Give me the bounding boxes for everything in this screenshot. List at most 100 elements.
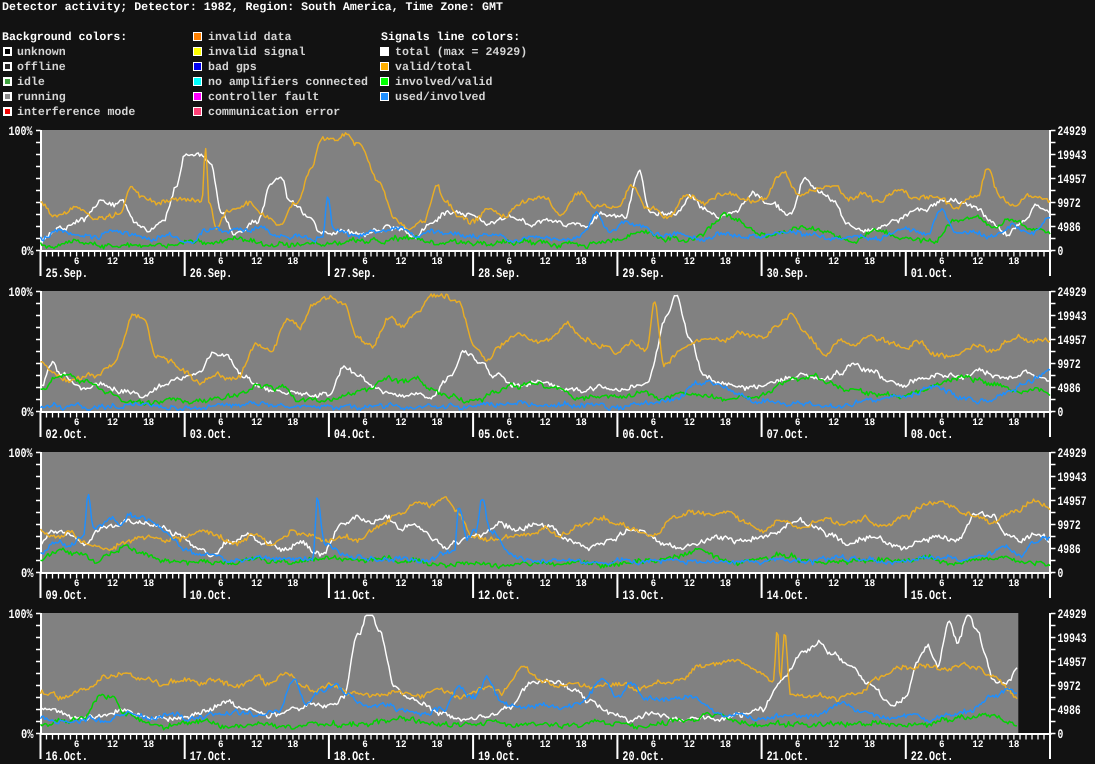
svg-text:12: 12 — [684, 740, 695, 751]
svg-text:6: 6 — [74, 740, 80, 751]
svg-text:0: 0 — [1058, 727, 1064, 742]
svg-text:12: 12 — [540, 257, 551, 268]
svg-text:18: 18 — [432, 740, 443, 751]
svg-text:18: 18 — [432, 257, 443, 268]
svg-text:18: 18 — [576, 418, 587, 429]
svg-text:12: 12 — [828, 579, 839, 590]
svg-text:20.Oct.: 20.Oct. — [622, 749, 665, 764]
svg-text:18: 18 — [1008, 257, 1019, 268]
svg-text:6: 6 — [795, 740, 801, 751]
svg-text:12: 12 — [107, 418, 118, 429]
svg-text:12: 12 — [396, 579, 407, 590]
svg-text:18: 18 — [143, 579, 154, 590]
svg-text:18: 18 — [1008, 740, 1019, 751]
svg-text:12: 12 — [972, 257, 983, 268]
svg-text:19.Oct.: 19.Oct. — [478, 749, 520, 764]
svg-text:6: 6 — [218, 740, 224, 751]
svg-text:18: 18 — [576, 740, 587, 751]
svg-text:9972: 9972 — [1058, 518, 1081, 533]
svg-text:6: 6 — [795, 579, 801, 590]
svg-text:18: 18 — [432, 579, 443, 590]
svg-text:25.Sep.: 25.Sep. — [46, 266, 89, 281]
svg-text:05.Oct.: 05.Oct. — [478, 427, 520, 442]
svg-text:4986: 4986 — [1058, 220, 1081, 235]
svg-text:04.Oct.: 04.Oct. — [334, 427, 377, 442]
svg-text:6: 6 — [795, 418, 801, 429]
svg-text:6: 6 — [362, 579, 368, 590]
svg-text:13.Oct.: 13.Oct. — [622, 588, 665, 603]
svg-text:18: 18 — [287, 418, 298, 429]
svg-text:12: 12 — [972, 740, 983, 751]
svg-text:4986: 4986 — [1058, 381, 1081, 396]
svg-text:12: 12 — [828, 257, 839, 268]
svg-text:6: 6 — [218, 257, 224, 268]
svg-text:12: 12 — [396, 418, 407, 429]
svg-text:4986: 4986 — [1058, 542, 1081, 557]
svg-text:6: 6 — [218, 579, 224, 590]
svg-text:19943: 19943 — [1058, 309, 1087, 324]
svg-text:18: 18 — [287, 579, 298, 590]
svg-text:12: 12 — [107, 579, 118, 590]
svg-text:12: 12 — [540, 579, 551, 590]
svg-text:09.Oct.: 09.Oct. — [46, 588, 89, 603]
svg-text:12: 12 — [972, 418, 983, 429]
svg-text:18: 18 — [864, 740, 875, 751]
svg-text:24929: 24929 — [1058, 124, 1087, 139]
svg-text:12: 12 — [684, 257, 695, 268]
svg-text:29.Sep.: 29.Sep. — [622, 266, 665, 281]
svg-text:26.Sep.: 26.Sep. — [190, 266, 233, 281]
svg-text:6: 6 — [939, 418, 945, 429]
svg-text:6: 6 — [651, 740, 657, 751]
svg-text:6: 6 — [362, 418, 368, 429]
svg-text:19943: 19943 — [1058, 470, 1087, 485]
svg-text:9972: 9972 — [1058, 196, 1081, 211]
svg-text:6: 6 — [939, 740, 945, 751]
svg-text:6: 6 — [74, 418, 80, 429]
svg-text:18: 18 — [864, 257, 875, 268]
svg-text:6: 6 — [506, 579, 512, 590]
svg-text:27.Sep.: 27.Sep. — [334, 266, 377, 281]
svg-text:16.Oct.: 16.Oct. — [46, 749, 89, 764]
svg-text:18.Oct.: 18.Oct. — [334, 749, 377, 764]
svg-text:100%: 100% — [9, 607, 33, 622]
svg-text:18: 18 — [720, 740, 731, 751]
svg-text:0: 0 — [1058, 566, 1064, 581]
svg-text:18: 18 — [576, 579, 587, 590]
svg-text:6: 6 — [74, 579, 80, 590]
svg-text:6: 6 — [506, 257, 512, 268]
svg-text:14.Oct.: 14.Oct. — [767, 588, 810, 603]
svg-text:08.Oct.: 08.Oct. — [911, 427, 954, 442]
svg-text:9972: 9972 — [1058, 357, 1081, 372]
svg-text:0%: 0% — [21, 244, 34, 259]
svg-text:18: 18 — [720, 418, 731, 429]
svg-text:12: 12 — [540, 740, 551, 751]
svg-text:18: 18 — [1008, 579, 1019, 590]
svg-text:07.Oct.: 07.Oct. — [767, 427, 810, 442]
svg-text:12: 12 — [828, 740, 839, 751]
svg-text:24929: 24929 — [1058, 607, 1087, 622]
svg-text:30.Sep.: 30.Sep. — [767, 266, 810, 281]
svg-text:06.Oct.: 06.Oct. — [622, 427, 665, 442]
svg-text:100%: 100% — [9, 285, 33, 300]
svg-text:6: 6 — [651, 418, 657, 429]
svg-text:01.Oct.: 01.Oct. — [911, 266, 954, 281]
svg-text:14957: 14957 — [1058, 494, 1087, 509]
svg-text:18: 18 — [1008, 418, 1019, 429]
svg-text:6: 6 — [362, 740, 368, 751]
svg-text:18: 18 — [143, 418, 154, 429]
svg-text:0%: 0% — [21, 405, 34, 420]
svg-text:18: 18 — [720, 257, 731, 268]
svg-text:12: 12 — [684, 418, 695, 429]
svg-text:0: 0 — [1058, 405, 1064, 420]
svg-text:15.Oct.: 15.Oct. — [911, 588, 954, 603]
svg-text:12: 12 — [684, 579, 695, 590]
svg-text:12: 12 — [107, 740, 118, 751]
svg-text:12: 12 — [107, 257, 118, 268]
svg-text:18: 18 — [287, 257, 298, 268]
svg-text:12: 12 — [251, 418, 262, 429]
svg-text:10.Oct.: 10.Oct. — [190, 588, 233, 603]
svg-text:100%: 100% — [9, 124, 33, 139]
svg-text:6: 6 — [362, 257, 368, 268]
svg-text:12: 12 — [251, 740, 262, 751]
svg-text:18: 18 — [864, 579, 875, 590]
